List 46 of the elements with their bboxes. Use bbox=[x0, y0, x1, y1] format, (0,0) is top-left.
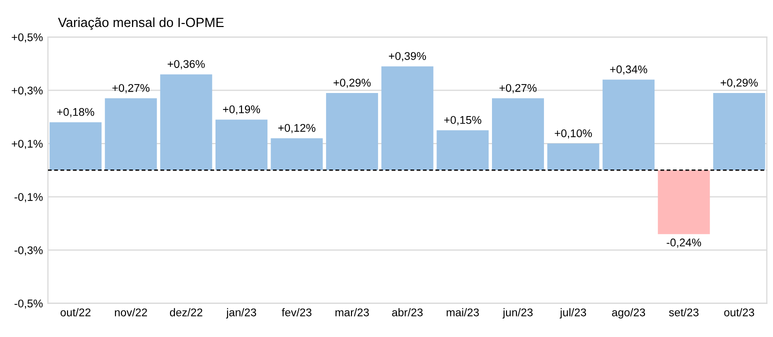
bar bbox=[381, 66, 434, 170]
data-label: +0,39% bbox=[388, 52, 426, 62]
x-tick-label: set/23 bbox=[669, 308, 699, 316]
y-tick-label: +0,5% bbox=[12, 33, 43, 43]
x-tick-label: mai/23 bbox=[446, 308, 479, 316]
bar bbox=[602, 80, 655, 170]
x-tick-label: dez/22 bbox=[170, 308, 202, 316]
data-label: +0,27% bbox=[500, 84, 537, 94]
x-tick-label: out/22 bbox=[60, 308, 90, 316]
bar bbox=[160, 74, 212, 170]
y-tick-label: -0,1% bbox=[14, 193, 43, 202]
bar bbox=[713, 92, 766, 170]
y-tick-label: -0,3% bbox=[14, 246, 43, 256]
x-tick-label: jun/23 bbox=[502, 308, 533, 319]
bar bbox=[326, 92, 378, 170]
data-label: +0,18% bbox=[57, 108, 94, 118]
bar bbox=[215, 120, 268, 170]
data-label: +0,12% bbox=[278, 124, 316, 134]
y-tick-label: +0,1% bbox=[12, 140, 43, 150]
y-tick-label: -0,5% bbox=[14, 300, 43, 309]
bar bbox=[436, 130, 489, 170]
data-label: +0,27% bbox=[112, 84, 150, 94]
y-tick-label: +0,3% bbox=[12, 86, 43, 96]
bar bbox=[658, 170, 710, 234]
data-label: +0,29% bbox=[334, 78, 371, 88]
data-label: -0,24% bbox=[666, 238, 702, 248]
data-label: +0,34% bbox=[610, 65, 648, 75]
x-tick-label: nov/22 bbox=[114, 308, 147, 316]
data-label: +0,10% bbox=[554, 129, 592, 139]
bar bbox=[104, 98, 157, 170]
x-tick-label: jul/23 bbox=[560, 308, 586, 319]
data-label: +0,15% bbox=[444, 116, 482, 126]
chart-title: Variação mensal do I-OPME bbox=[58, 17, 224, 30]
data-label: +0,19% bbox=[223, 105, 260, 115]
bar bbox=[492, 98, 544, 170]
data-label: +0,29% bbox=[720, 78, 758, 88]
x-tick-label: ago/23 bbox=[612, 308, 646, 319]
x-tick-label: out/23 bbox=[724, 308, 754, 316]
x-tick-label: mar/23 bbox=[336, 308, 369, 316]
bar bbox=[547, 144, 600, 170]
x-tick-label: jan/23 bbox=[226, 308, 256, 319]
x-tick-label: abr/23 bbox=[392, 308, 423, 316]
x-tick-label: fev/23 bbox=[282, 308, 312, 316]
data-label: +0,36% bbox=[168, 60, 205, 70]
bar bbox=[50, 122, 102, 170]
bar bbox=[270, 138, 323, 170]
